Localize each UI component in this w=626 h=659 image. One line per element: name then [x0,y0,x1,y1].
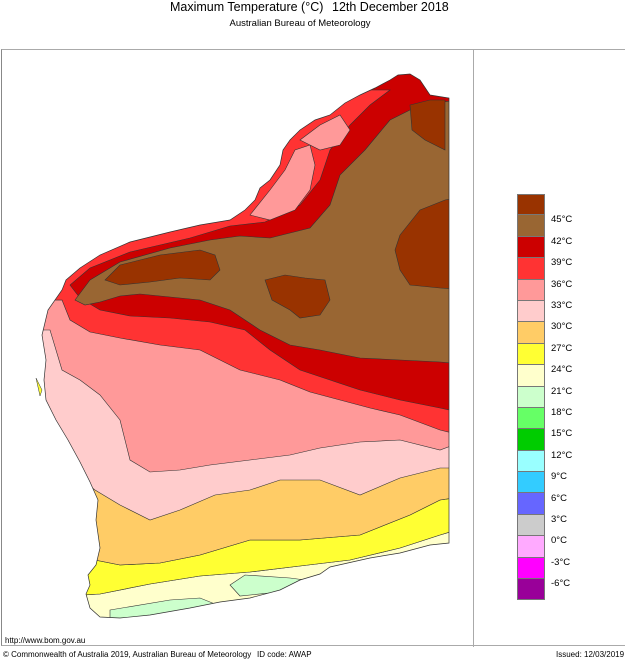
legend-swatch [517,386,545,408]
legend-label: 33°C [551,300,573,311]
legend-label: 45°C [551,214,573,226]
legend-swatch [517,407,545,430]
legend-swatch [517,258,545,280]
legend-swatch [517,514,545,537]
legend-label: -3°C [551,556,571,568]
legend-swatch [517,472,545,494]
legend-label: 3°C [551,514,567,525]
source-url: http://www.bom.gov.au [5,636,86,645]
legend-label: 0°C [551,535,567,547]
legend-label: 27°C [551,342,573,354]
legend-swatch [517,194,545,216]
legend-swatch [517,236,545,259]
legend-label: -6°C [551,578,571,590]
legend-swatch [517,557,545,580]
legend-swatch [517,215,545,237]
temperature-map [35,73,450,619]
legend-swatch [517,450,545,473]
legend-label: 18°C [551,407,573,418]
id-code: ID code: AWAP [257,650,312,659]
map-title: Maximum Temperature (°C) 12th December 2… [0,0,626,16]
legend-label: 36°C [551,278,573,290]
legend-swatch [517,343,545,366]
legend-swatch [517,429,545,451]
legend-label: 12°C [551,449,573,461]
legend-label: 30°C [551,321,573,333]
title-date: 12th December 2018 [332,0,449,14]
legend-label: 39°C [551,257,573,269]
legend-label: 15°C [551,428,573,440]
color-legend [517,194,545,601]
legend-label: 24°C [551,364,573,376]
issued-date: Issued: 12/03/2019 [556,650,625,659]
legend-label: 6°C [551,492,567,504]
legend-swatch [517,493,545,515]
copyright-notice: © Commonwealth of Australia 2019, Austra… [3,650,252,659]
legend-swatch [517,300,545,323]
legend-label: 9°C [551,471,567,483]
map-frame [1,49,625,646]
legend-label: 42°C [551,235,573,247]
legend-divider [473,49,474,647]
legend-label: 21°C [551,385,573,397]
title-variable: Maximum Temperature (°C) [170,0,324,14]
legend-swatch [517,579,545,601]
subtitle-agency: Australian Bureau of Meteorology [229,18,371,29]
legend-swatch [517,279,545,301]
legend-swatch [517,536,545,558]
legend-swatch [517,322,545,344]
legend-swatch [517,365,545,387]
